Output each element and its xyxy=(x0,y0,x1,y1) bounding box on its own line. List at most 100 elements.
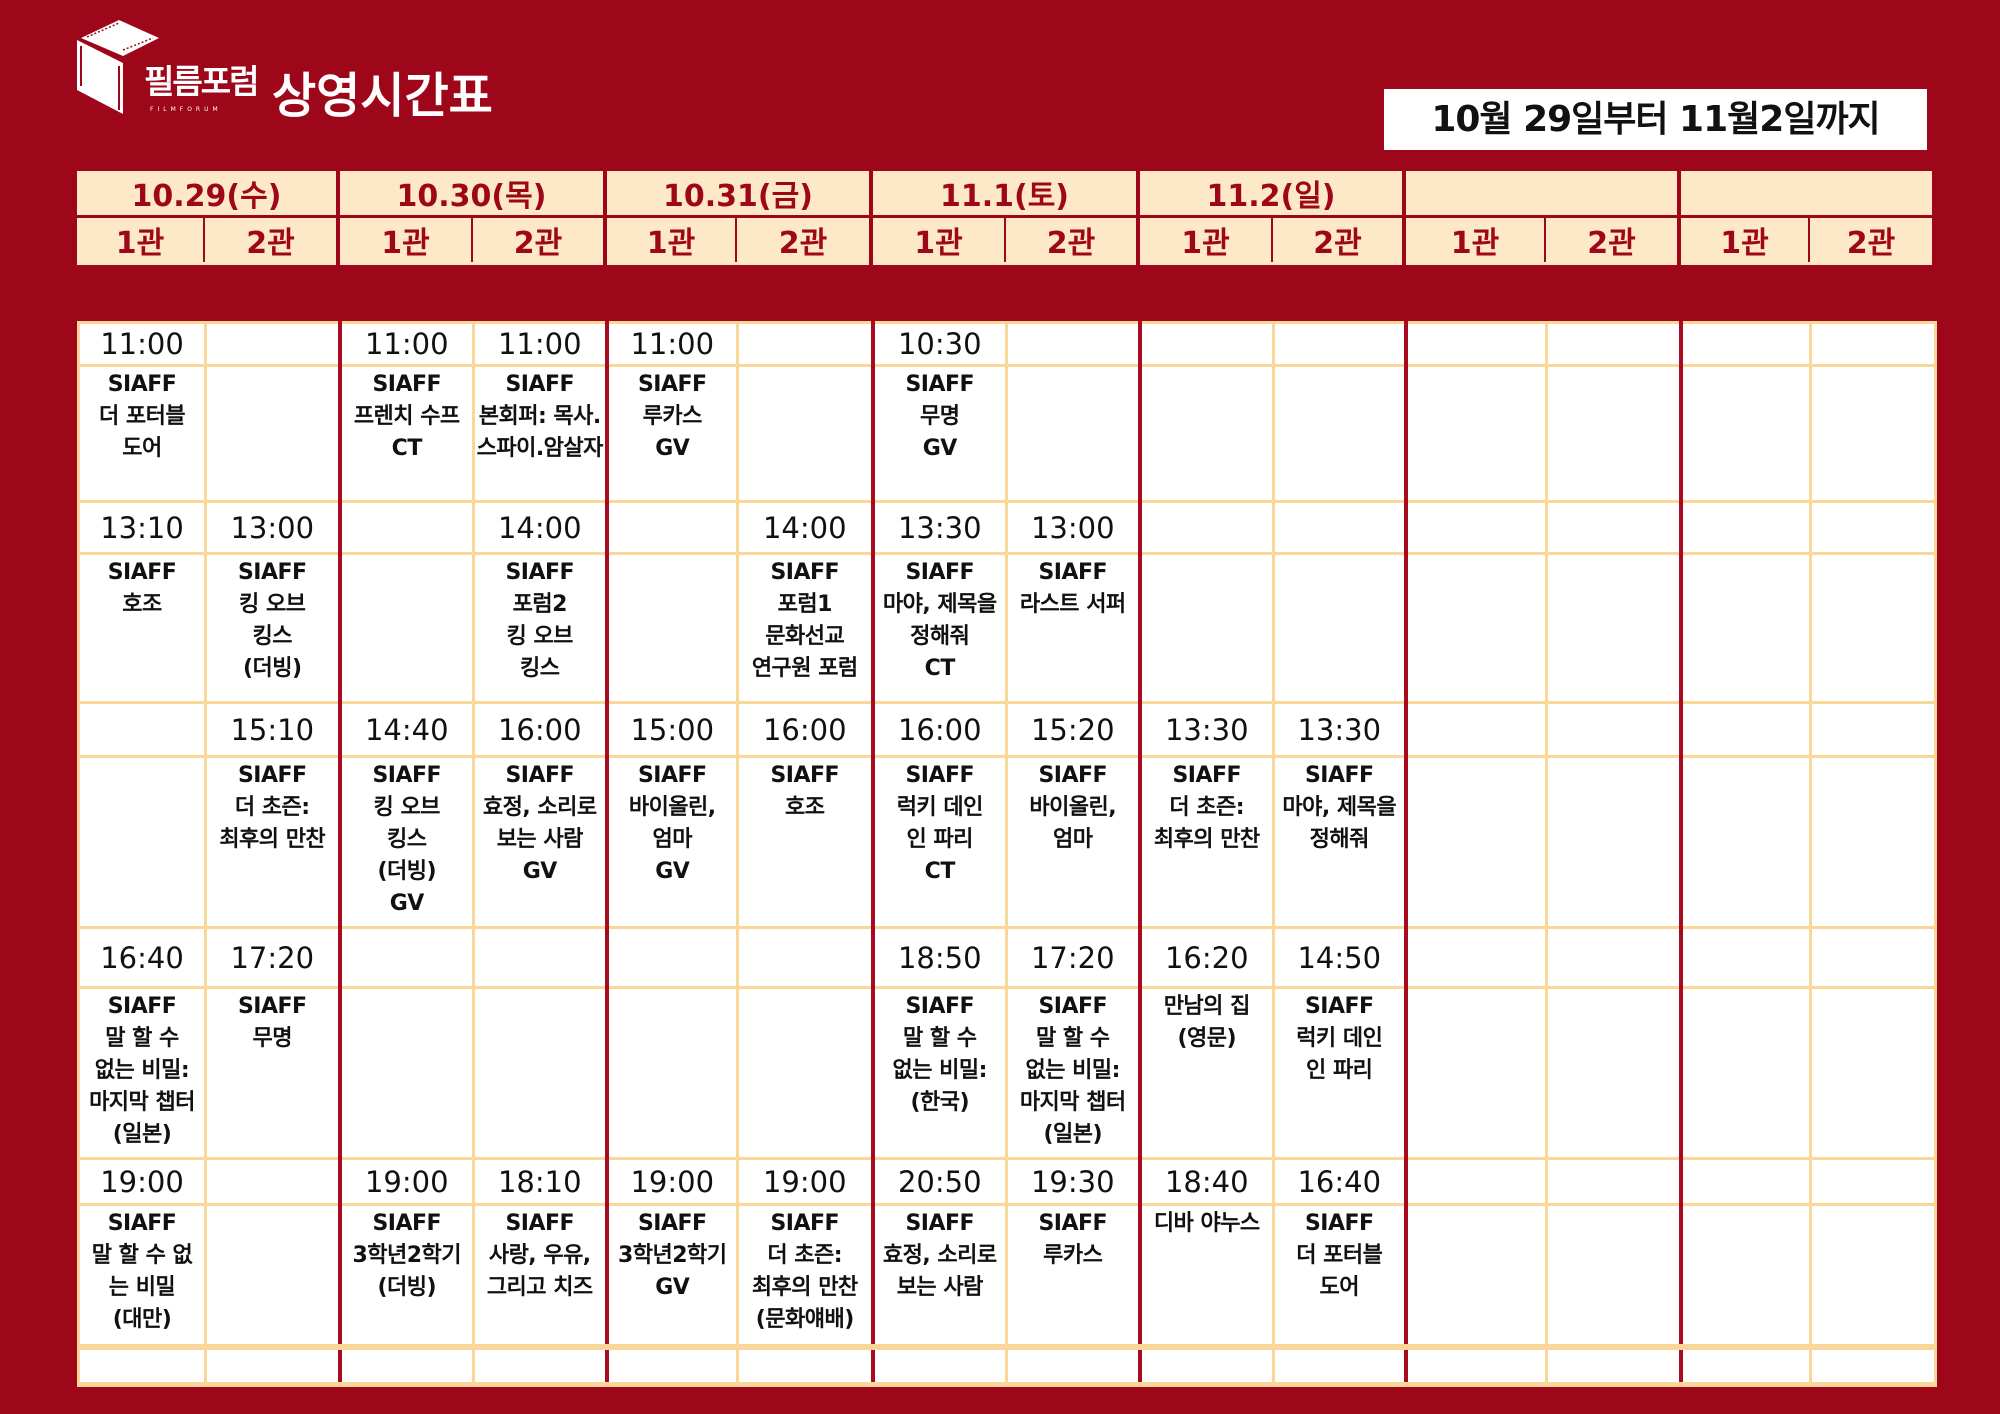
program-title: SIAFF 호조 xyxy=(736,755,875,929)
program-title xyxy=(338,986,475,1160)
showtime: 13:10 xyxy=(77,500,207,555)
showtime xyxy=(1404,321,1548,367)
program-title xyxy=(1272,552,1408,704)
program-title: SIAFF 포럼1 문화선교 연구원 포럼 xyxy=(736,552,875,704)
showtime xyxy=(1809,500,1937,555)
empty-cell xyxy=(1404,1344,1548,1387)
showtime xyxy=(736,321,875,367)
program-title: 디바 야누스 xyxy=(1138,1203,1275,1349)
hall-header: 2관 xyxy=(1272,216,1406,265)
program-title xyxy=(1545,552,1683,704)
program-title: SIAFF 마야, 제목을 정해줘 CT xyxy=(871,552,1008,704)
program-row: SIAFF 더 초즌: 최후의 만찬 SIAFF 킹 오브 킹스 (더빙) GV S… xyxy=(77,755,1937,929)
program-title: SIAFF 더 초즌: 최후의 만찬 xyxy=(204,755,342,929)
program-title xyxy=(1809,1203,1937,1349)
program-title xyxy=(1679,986,1812,1160)
program-title: SIAFF 호조 xyxy=(77,552,207,704)
program-title xyxy=(1404,1203,1548,1349)
empty-cell xyxy=(338,1344,475,1387)
showtime xyxy=(1138,500,1275,555)
empty-cell xyxy=(1005,1344,1142,1387)
program-title xyxy=(1272,364,1408,503)
program-title xyxy=(204,364,342,503)
program-title: SIAFF 바이올린, 엄마 GV xyxy=(605,755,739,929)
program-title xyxy=(1679,755,1812,929)
showtime: 13:00 xyxy=(204,500,342,555)
day-header xyxy=(1679,171,1936,218)
program-title: SIAFF 더 초즌: 최후의 만찬 xyxy=(1138,755,1275,929)
showtime xyxy=(605,500,739,555)
program-title: SIAFF 루카스 xyxy=(1005,1203,1142,1349)
showtime: 14:50 xyxy=(1272,926,1408,989)
program-row: SIAFF 말 할 수 없는 비밀: 마지막 챕터 (일본) SIAFF 무명 SI… xyxy=(77,986,1937,1160)
program-title: SIAFF 포럼2 킹 오브 킹스 xyxy=(472,552,609,704)
empty-cell xyxy=(1679,1344,1812,1387)
program-title: SIAFF 더 포터블 도어 xyxy=(77,364,207,503)
program-title: SIAFF 무명 xyxy=(204,986,342,1160)
showtime: 16:00 xyxy=(736,701,875,758)
hall-header: 1관 xyxy=(1404,216,1546,265)
day-header: 10.30(목) xyxy=(338,171,607,218)
program-title: SIAFF 킹 오브 킹스 (더빙) GV xyxy=(338,755,475,929)
date-range-badge: 10월 29일부터 11월2일까지 xyxy=(1384,89,1927,150)
showtime xyxy=(1404,701,1548,758)
program-title: SIAFF 더 포터블 도어 xyxy=(1272,1203,1408,1349)
schedule-header: 10.29(수) 10.30(목) 10.31(금) 11.1(토) 11.2(일) 1… xyxy=(77,171,1936,265)
showtime: 11:00 xyxy=(77,321,207,367)
hall-header: 2관 xyxy=(1809,216,1936,265)
empty-cell xyxy=(1809,1344,1937,1387)
empty-cell xyxy=(472,1344,609,1387)
program-title: SIAFF 말 할 수 없는 비밀: 마지막 챕터 (일본) xyxy=(77,986,207,1160)
showtime: 19:00 xyxy=(338,1157,475,1206)
time-row: 11:00 11:00 11:00 11:00 10:30 xyxy=(77,321,1937,367)
showtime xyxy=(1138,321,1275,367)
program-title: SIAFF 사랑, 우유, 그리고 치즈 xyxy=(472,1203,609,1349)
showtime xyxy=(1272,321,1408,367)
time-row: 19:00 19:00 18:10 19:00 19:00 20:50 19:30 18:40… xyxy=(77,1157,1937,1206)
program-title: SIAFF 루카스 GV xyxy=(605,364,739,503)
program-title: SIAFF 본회퍼: 목사. 스파이.암살자 xyxy=(472,364,609,503)
program-title xyxy=(1545,364,1683,503)
program-title xyxy=(1404,552,1548,704)
showtime: 13:30 xyxy=(871,500,1008,555)
showtime xyxy=(1272,500,1408,555)
showtime: 19:00 xyxy=(736,1157,875,1206)
program-title: SIAFF 더 초즌: 최후의 만찬 (문화얘배) xyxy=(736,1203,875,1349)
showtime xyxy=(338,926,475,989)
program-title xyxy=(1809,986,1937,1160)
empty-row xyxy=(77,1344,1937,1387)
showtime xyxy=(1679,1157,1812,1206)
program-title: SIAFF 바이올린, 엄마 xyxy=(1005,755,1142,929)
program-row: SIAFF 더 포터블 도어 SIAFF 프렌치 수프 CT SIAFF 본회퍼: … xyxy=(77,364,1937,503)
showtime: 14:40 xyxy=(338,701,475,758)
hall-header: 2관 xyxy=(1545,216,1681,265)
showtime xyxy=(1679,321,1812,367)
showtime xyxy=(605,926,739,989)
showtime xyxy=(736,926,875,989)
day-header: 10.31(금) xyxy=(605,171,873,218)
showtime xyxy=(1809,1157,1937,1206)
showtime: 19:00 xyxy=(77,1157,207,1206)
program-title xyxy=(1545,1203,1683,1349)
showtime: 18:10 xyxy=(472,1157,609,1206)
program-title xyxy=(1545,755,1683,929)
showtime xyxy=(204,321,342,367)
showtime: 11:00 xyxy=(472,321,609,367)
showtime xyxy=(1679,926,1812,989)
showtime xyxy=(204,1157,342,1206)
program-title xyxy=(1809,552,1937,704)
showtime: 19:30 xyxy=(1005,1157,1142,1206)
showtime xyxy=(77,701,207,758)
showtime xyxy=(1404,926,1548,989)
showtime: 16:20 xyxy=(1138,926,1275,989)
showtime: 15:00 xyxy=(605,701,739,758)
program-row: SIAFF 호조 SIAFF 킹 오브 킹스 (더빙) SIAFF 포럼2 킹 오브… xyxy=(77,552,1937,704)
program-title: SIAFF 무명 GV xyxy=(871,364,1008,503)
showtime xyxy=(1545,321,1683,367)
program-title xyxy=(204,1203,342,1349)
hall-header: 1관 xyxy=(1679,216,1810,265)
showtime: 11:00 xyxy=(338,321,475,367)
program-title xyxy=(1679,364,1812,503)
program-title xyxy=(1138,364,1275,503)
film-forum-logo-icon xyxy=(77,20,159,114)
